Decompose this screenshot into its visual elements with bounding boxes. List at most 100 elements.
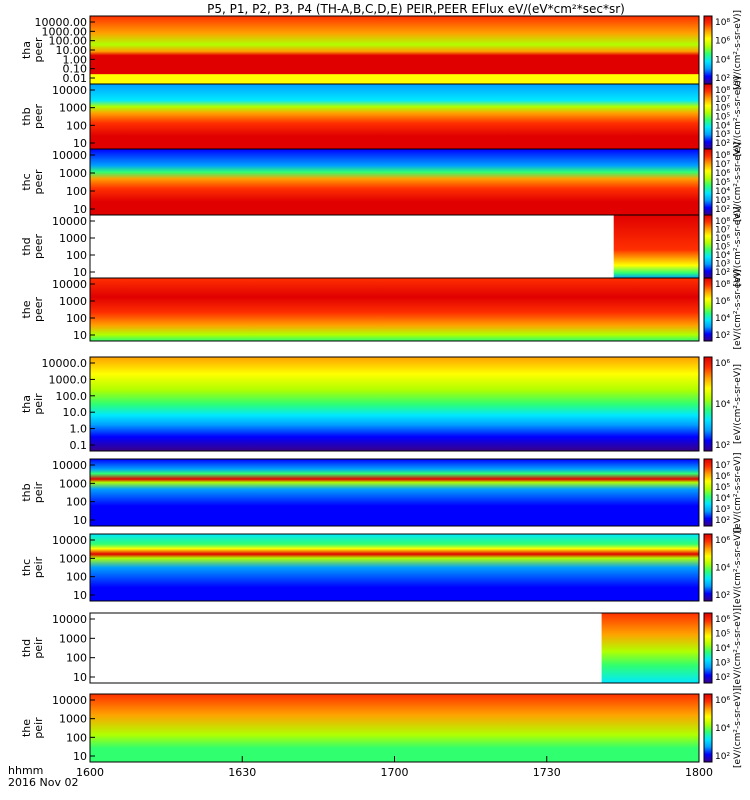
panel-frame [89,356,700,452]
colorbar-tick-label: 10⁴ [715,251,730,261]
spectrogram-fill [90,534,699,601]
panel-label-probe: thd [20,639,33,657]
colorbar-tick-label: 10⁸ [715,217,730,227]
colorbar [703,458,713,527]
colorbar-tick-label: 10⁴ [715,55,730,65]
panel-label-probe: tha [20,41,33,59]
colorbar-tick-label: 10⁶ [715,169,730,179]
y-tick-label: 100 [66,119,87,132]
x-label-date: 2016 Nov 02 [8,776,78,789]
y-tick-label: 100 [66,496,87,509]
colorbar-label: [eV/(cm²-s-sr-eV)] [733,142,743,222]
y-tick-label: 1000 [59,632,87,645]
panel-label-probe: thb [20,107,33,125]
colorbar [703,148,713,216]
panel-label-product: peir [32,637,45,659]
y-tick-label: 1000 [59,102,87,115]
y-tick-label: 10 [73,137,87,150]
colorbar-tick-label: 10⁸ [715,18,730,28]
colorbar-tick-label: 10⁸ [715,151,730,161]
colorbar-tick-label: 10⁸ [715,86,730,96]
panel-label-product: peer [32,297,45,323]
x-tick-label: 1630 [228,766,256,779]
colorbar-tick-label: 10² [715,331,730,341]
panel-label-product: peir [32,393,45,415]
y-tick-label: 10.00 [56,44,88,57]
y-tick-label: 0.1 [70,439,88,452]
colorbar-tick-label: 10² [715,752,730,762]
panel-label-product: peir [32,717,45,739]
y-tick-label: 10 [73,203,87,216]
colorbar-tick-label: 10⁴ [715,314,730,324]
panel-label-product: peir [32,556,45,578]
y-tick-label: 10 [73,329,87,342]
colorbar-tick-label: 10⁵ [715,178,730,188]
colorbar-tick-label: 10⁵ [715,630,730,640]
x-tick-label: 1600 [76,766,104,779]
colorbar-tick-label: 10⁶ [715,104,730,114]
y-tick-label: 100 [66,731,87,744]
x-tick-label: 1730 [533,766,561,779]
colorbar-tick-label: 10⁵ [715,243,730,253]
y-tick-label: 10000 [52,215,87,228]
colorbar-tick-label: 10² [715,268,730,278]
colorbar-tick-label: 10³ [715,196,730,206]
x-tick-label: 1800 [685,766,713,779]
colorbar-tick-label: 10⁴ [715,494,730,504]
panel-label-probe: the [20,719,33,737]
colorbar-label: [eV/(cm²-s-sr-eV)] [733,76,743,156]
spectrogram-fill [90,84,699,149]
colorbar-tick-label: 10² [715,516,730,526]
chart-title: P5, P1, P2, P3, P4 (TH-A,B,C,D,E) PEIR,P… [207,2,625,16]
colorbar-tick-label: 10⁷ [715,95,730,105]
y-tick-label: 10 [73,514,87,527]
y-tick-label: 10000 [52,613,87,626]
y-tick-label: 10 [73,750,87,763]
colorbar-tick-label: 10⁷ [715,160,730,170]
y-tick-label: 100 [66,249,87,262]
colorbar-tick-label: 10⁶ [715,536,730,546]
colorbar-tick-label: 10⁶ [715,472,730,482]
colorbar-tick-label: 10⁶ [715,234,730,244]
colorbar-tick-label: 10⁶ [715,359,730,369]
colorbar-tick-label: 10² [715,441,730,451]
colorbar-tick-label: 10² [715,74,730,84]
panel-the_peer: 10000 1000 100 10 the peer 10⁸ 10⁶ 10⁴ 10² [eV/(cm… [20,269,743,349]
y-tick-label: 100.00 [49,35,88,48]
colorbar-label: [eV/(cm²-s-sr-eV)] [733,364,743,444]
y-tick-label: 0.10 [63,63,88,76]
panel-thc_peir: 10000 1000 100 10 thc peir 10⁶ 10⁴ 10² [eV/(cm²-s… [20,527,743,607]
colorbar [703,612,713,684]
colorbar-tick-label: 10⁶ [715,297,730,307]
panel-thb_peir: 10000 1000 100 10 thb peir 10⁷10⁶10⁵10⁴10³10²[… [20,452,743,532]
panel-label-probe: thd [20,237,33,255]
colorbar-tick-label: 10⁷ [715,461,730,471]
y-tick-label: 10000 [52,534,87,547]
panel-frame [89,458,700,527]
panel-label-product: peer [32,234,45,260]
panel-frame [89,533,700,602]
colorbar [703,277,713,342]
colorbar-label: [eV/(cm²-s-sr-eV)] [733,527,743,607]
panel-thd_peir: 10000 1000 100 10 thd peir 10⁶ 10⁵ 10⁴ 10³ 10² [eV/… [20,608,743,688]
y-tick-label: 0.01 [63,72,88,85]
colorbar-tick-label: 10⁶ [715,696,730,706]
y-tick-label: 10 [73,589,87,602]
colorbar-tick-label: 10³ [715,659,730,669]
panel-label-product: peir [32,481,45,503]
x-tick-label: 1700 [381,766,409,779]
colorbar-tick-label: 10⁵ [715,483,730,493]
x-label-hhmm: hhmm [8,764,43,777]
colorbar-tick-label: 10⁴ [715,724,730,734]
panel-label-probe: thb [20,483,33,501]
colorbar-tick-label: 10⁴ [715,121,730,131]
spectrogram-fill [90,149,699,215]
y-tick-label: 10000 [52,694,87,707]
y-tick-label: 1000 [59,477,87,490]
panel-tha_peir: 10000.0 1000.0 100.0 10.0 1.0 0.1 tha peir 10⁶ 10… [20,356,743,452]
colorbar-tick-label: 10³ [715,130,730,140]
spectrogram-fill [90,278,699,341]
